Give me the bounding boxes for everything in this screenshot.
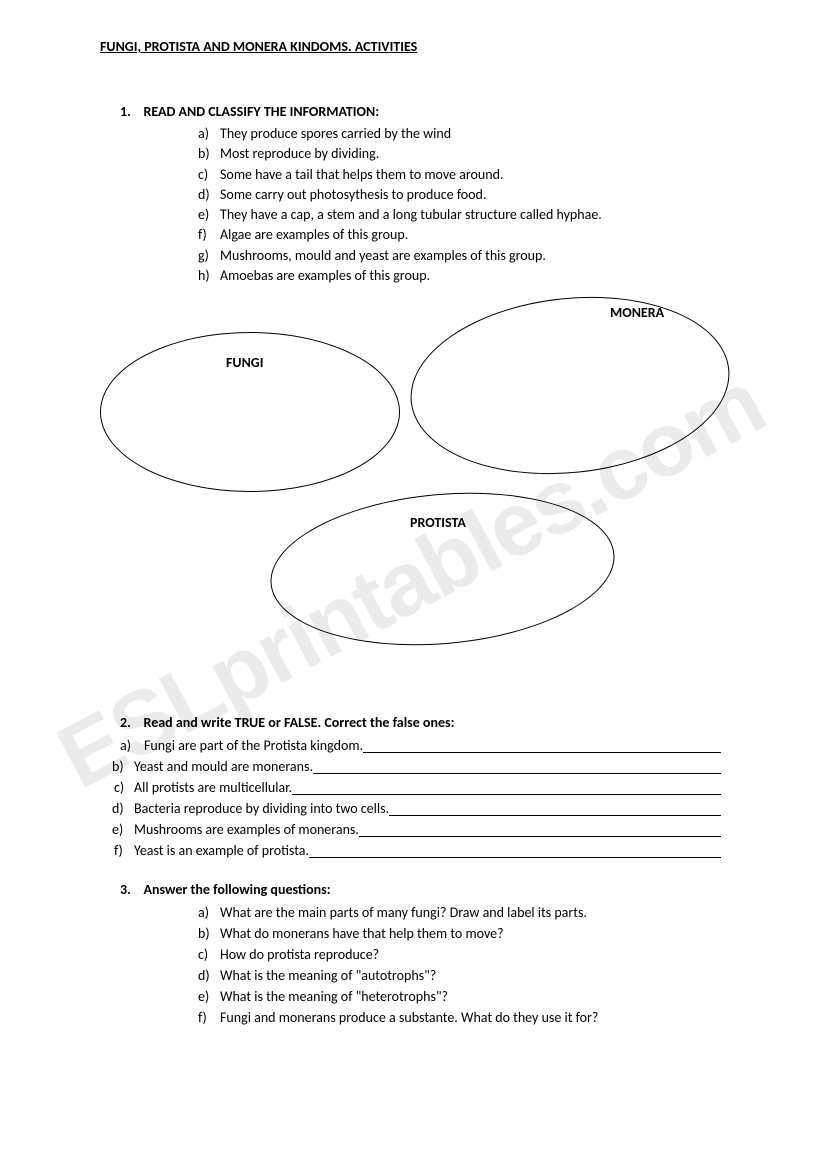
item-text: Yeast is an example of protista. bbox=[134, 840, 309, 861]
list-item: e)They have a cap, a stem and a long tub… bbox=[198, 205, 721, 225]
q2-list: a)Fungi are part of the Protista kingdom… bbox=[120, 735, 721, 861]
item-letter: b) bbox=[198, 144, 220, 164]
item-letter: a) bbox=[198, 902, 220, 923]
list-item: b)What do monerans have that help them t… bbox=[198, 923, 721, 944]
answer-line bbox=[309, 840, 721, 858]
item-text: They have a cap, a stem and a long tubul… bbox=[220, 205, 602, 225]
item-letter: g) bbox=[198, 246, 220, 266]
ellipse-label-monera: MONERA bbox=[610, 304, 664, 321]
item-text: All protists are multicellular. bbox=[134, 777, 292, 798]
item-letter: b) bbox=[110, 756, 134, 777]
list-item: e)What is the meaning of "heterotrophs"? bbox=[198, 986, 721, 1007]
item-text: What do monerans have that help them to … bbox=[220, 923, 504, 944]
item-text: Mushrooms, mould and yeast are examples … bbox=[220, 246, 546, 266]
list-item: f)Algae are examples of this group. bbox=[198, 225, 721, 245]
item-text: What is the meaning of "heterotrophs"? bbox=[220, 986, 448, 1007]
list-item: c)How do protista reproduce? bbox=[198, 944, 721, 965]
list-item: b)Yeast and mould are monerans. bbox=[110, 756, 721, 777]
ellipse-protista bbox=[264, 480, 621, 659]
q2-number: 2. bbox=[120, 714, 131, 731]
list-item: g)Mushrooms, mould and yeast are example… bbox=[198, 246, 721, 266]
item-letter: c) bbox=[198, 944, 220, 965]
list-item: a)What are the main parts of many fungi?… bbox=[198, 902, 721, 923]
item-text: Some have a tail that helps them to move… bbox=[220, 165, 504, 185]
item-text: What is the meaning of "autotrophs"? bbox=[220, 965, 436, 986]
list-item: f)Yeast is an example of protista. bbox=[110, 840, 721, 861]
list-item: d)Bacteria reproduce by dividing into tw… bbox=[110, 798, 721, 819]
item-letter: e) bbox=[110, 819, 134, 840]
q1-list: a)They produce spores carried by the win… bbox=[198, 124, 721, 286]
q2-heading: Read and write TRUE or FALSE. Correct th… bbox=[144, 714, 455, 731]
item-text: Algae are examples of this group. bbox=[220, 225, 408, 245]
item-letter: a) bbox=[198, 124, 220, 144]
ellipse-label-fungi: FUNGI bbox=[226, 354, 263, 371]
list-item: d)Some carry out photosythesis to produc… bbox=[198, 185, 721, 205]
item-letter: f) bbox=[198, 1007, 220, 1028]
item-letter: f) bbox=[110, 840, 134, 861]
page-title: FUNGI, PROTISTA AND MONERA KINDOMS. ACTI… bbox=[100, 38, 721, 55]
q1-number: 1. bbox=[120, 103, 131, 120]
item-letter: f) bbox=[198, 225, 220, 245]
item-letter: b) bbox=[198, 923, 220, 944]
q3-list: a)What are the main parts of many fungi?… bbox=[198, 902, 721, 1028]
q2-header: 2. Read and write TRUE or FALSE. Correct… bbox=[120, 714, 721, 731]
q3-number: 3. bbox=[120, 881, 131, 898]
item-text: Some carry out photosythesis to produce … bbox=[220, 185, 486, 205]
list-item: h)Amoebas are examples of this group. bbox=[198, 266, 721, 286]
item-letter: a) bbox=[120, 735, 144, 756]
answer-line bbox=[363, 735, 721, 753]
list-item: b)Most reproduce by dividing. bbox=[198, 144, 721, 164]
item-text: Fungi and monerans produce a substante. … bbox=[220, 1007, 598, 1028]
ellipse-label-protista: PROTISTA bbox=[410, 514, 466, 531]
item-letter: h) bbox=[198, 266, 220, 286]
list-item: d)What is the meaning of "autotrophs"? bbox=[198, 965, 721, 986]
q1-header: 1. READ AND CLASSIFY THE INFORMATION: bbox=[120, 103, 721, 120]
q3-header: 3. Answer the following questions: bbox=[120, 881, 721, 898]
item-letter: e) bbox=[198, 986, 220, 1007]
list-item: a)Fungi are part of the Protista kingdom… bbox=[120, 735, 721, 756]
item-text: Most reproduce by dividing. bbox=[220, 144, 379, 164]
answer-line bbox=[359, 819, 721, 837]
item-text: Bacteria reproduce by dividing into two … bbox=[134, 798, 389, 819]
list-item: e)Mushrooms are examples of monerans. bbox=[110, 819, 721, 840]
item-text: Amoebas are examples of this group. bbox=[220, 266, 430, 286]
list-item: c)All protists are multicellular. bbox=[110, 777, 721, 798]
list-item: c)Some have a tail that helps them to mo… bbox=[198, 165, 721, 185]
answer-line bbox=[292, 777, 721, 795]
item-text: Fungi are part of the Protista kingdom. bbox=[144, 735, 363, 756]
q1-heading: READ AND CLASSIFY THE INFORMATION: bbox=[144, 103, 380, 120]
item-text: Mushrooms are examples of monerans. bbox=[134, 819, 359, 840]
item-text: They produce spores carried by the wind bbox=[220, 124, 451, 144]
q3-heading: Answer the following questions: bbox=[144, 881, 331, 898]
list-item: f)Fungi and monerans produce a substante… bbox=[198, 1007, 721, 1028]
item-text: Yeast and mould are monerans. bbox=[134, 756, 313, 777]
list-item: a)They produce spores carried by the win… bbox=[198, 124, 721, 144]
item-letter: d) bbox=[110, 798, 134, 819]
item-text: What are the main parts of many fungi? D… bbox=[220, 902, 587, 923]
item-letter: d) bbox=[198, 965, 220, 986]
answer-line bbox=[313, 756, 721, 774]
item-letter: e) bbox=[198, 205, 220, 225]
item-letter: c) bbox=[110, 777, 134, 798]
item-letter: d) bbox=[198, 185, 220, 205]
item-text: How do protista reproduce? bbox=[220, 944, 379, 965]
answer-line bbox=[389, 798, 721, 816]
item-letter: c) bbox=[198, 165, 220, 185]
classification-diagram: FUNGI MONERA PROTISTA bbox=[100, 294, 740, 654]
ellipse-monera bbox=[402, 282, 739, 489]
